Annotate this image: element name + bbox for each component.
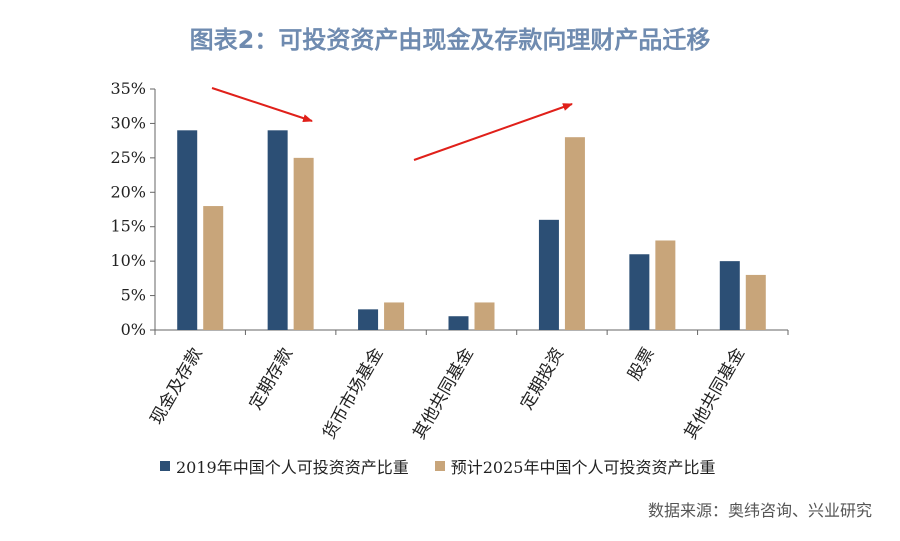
bar-2025-0 — [203, 206, 224, 330]
y-tick-label: 0% — [121, 320, 146, 339]
bar-2025-4 — [564, 137, 585, 330]
x-tick-label: 其他共同基金 — [681, 345, 749, 443]
x-tick-label: 定期存款 — [246, 345, 297, 414]
bar-2025-5 — [655, 240, 676, 330]
trend-arrow-2 — [413, 103, 573, 161]
x-tick-label: 货币市场基金 — [319, 345, 387, 443]
y-tick-label: 30% — [110, 113, 146, 132]
source-note: 数据来源：奥纬咨询、兴业研究 — [647, 501, 872, 520]
y-tick-label: 25% — [110, 148, 146, 167]
bar-2025-6 — [745, 274, 766, 330]
bar-chart: 0%5%10%15%20%25%30%35% 现金及存款 定期存款 货币市场基金 其他… — [110, 79, 789, 443]
legend: 2019年中国个人可投资资产比重 预计2025年中国个人可投资资产比重 — [160, 454, 741, 478]
y-tick-label: 10% — [110, 251, 146, 270]
y-tick-label: 35% — [110, 79, 146, 98]
y-tick-label: 20% — [110, 182, 146, 201]
legend-swatch-2025 — [434, 461, 445, 471]
trend-arrow-1 — [211, 87, 313, 122]
bar-2019-2 — [358, 309, 379, 330]
legend-label-2025: 预计2025年中国个人可投资资产比重 — [450, 458, 716, 477]
legend-item-2019: 2019年中国个人可投资资产比重 — [160, 454, 409, 478]
bar-2025-1 — [293, 157, 314, 330]
bar-2019-5 — [629, 254, 650, 330]
chart-title: 图表2：可投资资产由现金及存款向理财产品迁移 — [189, 26, 711, 54]
x-tick-label: 其他共同基金 — [410, 345, 478, 443]
legend-item-2025: 预计2025年中国个人可投资资产比重 — [434, 454, 716, 478]
bar-2019-0 — [177, 130, 198, 330]
bar-2025-3 — [474, 302, 495, 330]
y-tick-label: 15% — [110, 217, 146, 236]
x-tick-label: 定期投资 — [517, 345, 568, 414]
x-tick-label: 现金及存款 — [147, 345, 207, 429]
bar-2019-3 — [448, 316, 469, 330]
bar-2025-2 — [384, 302, 405, 330]
legend-swatch-2019 — [160, 461, 170, 471]
y-tick-label: 5% — [121, 286, 146, 305]
bar-2019-6 — [719, 261, 740, 330]
bar-2019-1 — [267, 130, 288, 330]
bar-2019-4 — [538, 219, 559, 330]
x-tick-label: 股票 — [624, 345, 658, 384]
legend-label-2019: 2019年中国个人可投资资产比重 — [176, 458, 409, 477]
